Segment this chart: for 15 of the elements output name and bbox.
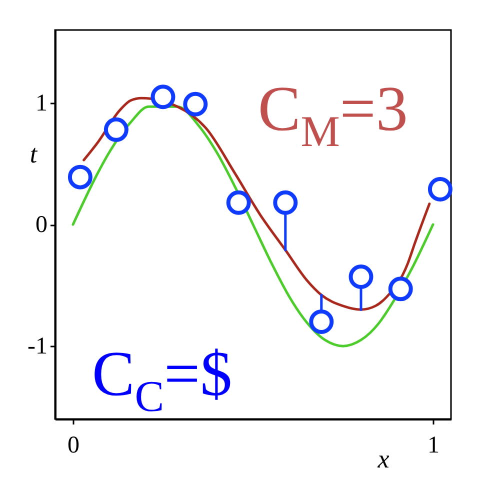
y-tick-label: 0 (36, 212, 48, 238)
x-axis-title: x (376, 444, 390, 474)
point (273, 190, 298, 215)
point (348, 264, 374, 289)
point (104, 117, 128, 142)
y-tick-label: 1 (36, 90, 48, 116)
point (428, 177, 452, 202)
point (183, 92, 208, 116)
point (226, 190, 251, 215)
y-axis-title: t (30, 140, 38, 168)
y-tick-label: -1 (28, 334, 48, 360)
point (150, 84, 176, 110)
point (388, 276, 413, 302)
point (309, 310, 334, 334)
point (68, 164, 92, 190)
